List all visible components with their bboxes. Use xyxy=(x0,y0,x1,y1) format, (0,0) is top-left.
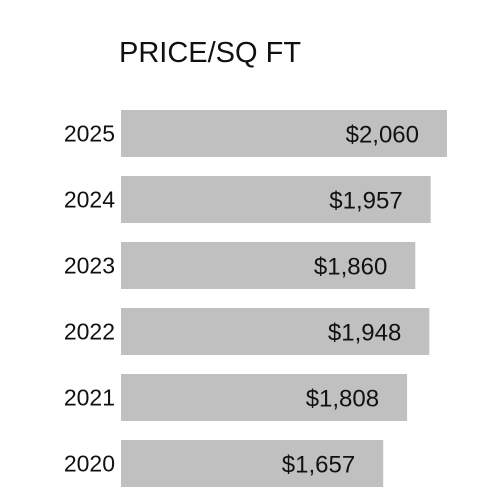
bar-2025 xyxy=(121,110,447,157)
category-label-2025: 2025 xyxy=(64,121,115,147)
bar-group: 2025 $2,060 2024 $1,957 2023 $1,860 2022 $1,948… xyxy=(64,110,447,487)
value-label-2023: $1,860 xyxy=(314,254,387,281)
category-label-2022: 2022 xyxy=(64,319,115,345)
category-label-2024: 2024 xyxy=(64,187,115,213)
value-label-2025: $2,060 xyxy=(346,122,419,149)
category-label-2021: 2021 xyxy=(64,385,115,411)
bar-2023 xyxy=(121,242,416,289)
bar-2020 xyxy=(121,440,384,487)
value-label-2024: $1,957 xyxy=(329,188,402,215)
value-label-2021: $1,808 xyxy=(306,386,379,413)
category-label-2023: 2023 xyxy=(64,253,115,279)
chart-title: PRICE/SQ FT xyxy=(119,37,301,69)
bar-2021 xyxy=(121,374,408,421)
value-label-2020: $1,657 xyxy=(282,452,355,479)
bar-2024 xyxy=(121,176,431,223)
category-label-2020: 2020 xyxy=(64,451,115,477)
value-label-2022: $1,948 xyxy=(328,320,401,347)
bar-2022 xyxy=(121,308,430,355)
